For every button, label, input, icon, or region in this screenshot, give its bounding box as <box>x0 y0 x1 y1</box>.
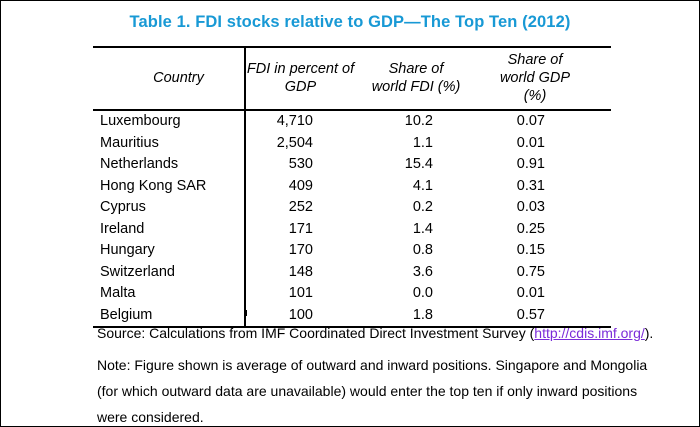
fdi-pct-gdp-cell: 100 <box>288 306 313 323</box>
fdi-pct-gdp-cell: 530 <box>288 156 313 172</box>
header-share-world-fdi: Share of world FDI (%) <box>371 61 461 95</box>
header-country: Country <box>93 47 246 110</box>
header-row: Country FDI in percent of GDP Share of w… <box>93 47 611 110</box>
share-world-gdp-cell: 0.57 <box>516 306 545 323</box>
table-row: Switzerland 148 3.6 0.75 <box>93 261 611 283</box>
fdi-pct-gdp-cell: 101 <box>288 285 313 301</box>
fdi-pct-gdp-cell: 252 <box>288 199 313 215</box>
fdi-pct-gdp-cell: 148 <box>288 263 313 280</box>
share-world-fdi-cell: 1.4 <box>412 220 433 237</box>
share-world-gdp-cell: 0.01 <box>516 285 545 301</box>
country-cell: Luxembourg <box>93 110 246 133</box>
table-row: Malta 101 0.0 0.01 <box>93 283 611 305</box>
share-world-fdi-cell: 10.2 <box>404 113 433 129</box>
table-row: Netherlands 530 15.4 0.91 <box>93 154 611 176</box>
share-world-fdi-cell: 0.2 <box>412 199 433 215</box>
share-world-gdp-cell: 0.25 <box>516 220 545 237</box>
header-share-world-gdp: Share of world GDP (%) <box>499 52 571 104</box>
table-row: Belgium 100 1.8 0.57 <box>93 304 611 327</box>
country-cell: Malta <box>93 283 246 305</box>
cdis-link[interactable]: http://cdis.imf.org/ <box>534 325 645 341</box>
share-world-fdi-cell: 1.8 <box>412 306 433 323</box>
share-world-fdi-cell: 15.4 <box>404 156 433 172</box>
source-line: Source: Calculations from IMF Coordinate… <box>97 325 653 342</box>
table-row: Hungary 170 0.8 0.15 <box>93 240 611 262</box>
share-world-fdi-cell: 0.0 <box>412 285 433 301</box>
share-world-gdp-cell: 0.01 <box>516 134 545 151</box>
source-text-prefix: Source: Calculations from IMF Coordinate… <box>97 325 535 341</box>
share-world-gdp-cell: 0.31 <box>516 177 545 194</box>
country-cell: Cyprus <box>93 197 246 219</box>
fdi-pct-gdp-cell: 4,710 <box>276 113 313 129</box>
country-cell: Hungary <box>93 240 246 262</box>
share-world-gdp-cell: 0.75 <box>516 263 545 280</box>
share-world-fdi-cell: 1.1 <box>412 134 433 151</box>
share-world-fdi-cell: 0.8 <box>412 242 433 258</box>
table-row: Cyprus 252 0.2 0.03 <box>93 197 611 219</box>
country-cell: Hong Kong SAR <box>93 175 246 197</box>
country-cell: Switzerland <box>93 261 246 283</box>
fdi-pct-gdp-cell: 409 <box>288 177 313 194</box>
column-divider-tail <box>245 310 247 316</box>
share-world-gdp-cell: 0.03 <box>516 199 545 215</box>
table-row: Luxembourg 4,710 10.2 0.07 <box>93 110 611 133</box>
table-row: Mauritius 2,504 1.1 0.01 <box>93 132 611 154</box>
note-text: Note: Figure shown is average of outward… <box>97 357 648 425</box>
table-row: Ireland 171 1.4 0.25 <box>93 218 611 240</box>
table-row: Hong Kong SAR 409 4.1 0.31 <box>93 175 611 197</box>
share-world-fdi-cell: 4.1 <box>412 177 433 194</box>
country-cell: Mauritius <box>93 132 246 154</box>
table-title: Table 1. FDI stocks relative to GDP—The … <box>129 13 571 31</box>
header-fdi-pct-gdp: FDI in percent of GDP <box>246 61 355 95</box>
fdi-table-container: Country FDI in percent of GDP Share of w… <box>93 46 611 328</box>
fdi-pct-gdp-cell: 170 <box>288 242 313 258</box>
country-cell: Ireland <box>93 218 246 240</box>
share-world-gdp-cell: 0.15 <box>516 242 545 258</box>
share-world-gdp-cell: 0.91 <box>516 156 545 172</box>
share-world-gdp-cell: 0.07 <box>516 113 545 129</box>
source-text-suffix: ). <box>644 325 654 341</box>
fdi-table: Country FDI in percent of GDP Share of w… <box>93 46 611 328</box>
fdi-pct-gdp-cell: 171 <box>288 220 313 237</box>
fdi-pct-gdp-cell: 2,504 <box>276 134 313 151</box>
share-world-fdi-cell: 3.6 <box>412 263 433 280</box>
country-cell: Belgium <box>93 304 246 327</box>
country-cell: Netherlands <box>93 154 246 176</box>
